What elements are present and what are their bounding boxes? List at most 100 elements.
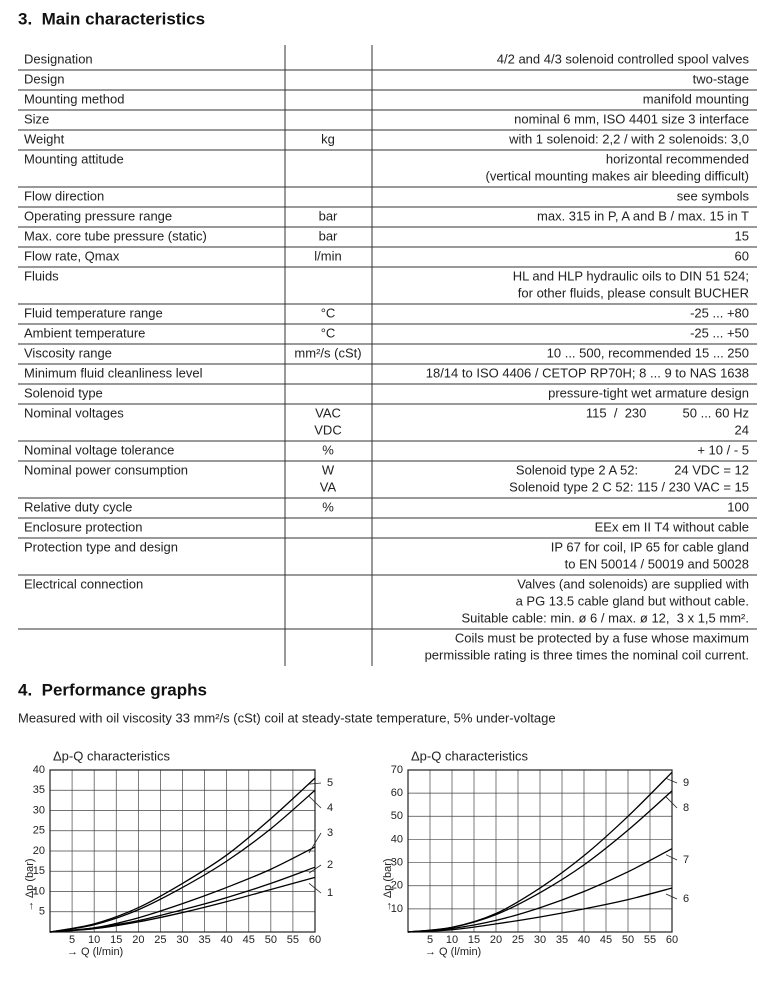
x-tick-label: 55 [644, 934, 656, 946]
row-value: Valves (and solenoids) are supplied with [517, 576, 749, 591]
row-label: Operating pressure range [24, 208, 172, 223]
curve [49, 846, 316, 933]
row-label: Nominal power consumption [24, 462, 188, 477]
y-tick-label: 70 [391, 764, 403, 776]
row-value: 18/14 to ISO 4406 / CETOP RP70H; 8 ... 9… [426, 365, 749, 380]
leader-line [308, 864, 322, 874]
leader-line [665, 796, 678, 809]
x-tick-label: 55 [287, 934, 299, 946]
row-label: Ambient temperature [24, 325, 145, 340]
row-label: Nominal voltages [24, 405, 124, 420]
y-tick-label: 40 [391, 833, 403, 845]
leader-line [665, 854, 678, 861]
chart-title: Δp-Q characteristics [411, 748, 529, 763]
x-tick-label: 5 [427, 934, 433, 946]
row-unit: VDC [314, 422, 341, 437]
curve [407, 771, 673, 933]
row-label: Protection type and design [24, 539, 178, 554]
leader-line [308, 883, 322, 894]
y-tick-label: 25 [33, 825, 45, 837]
row-unit: VA [320, 479, 337, 494]
row-value: permissible rating is three times the no… [425, 647, 749, 662]
row-value: + 10 / - 5 [697, 442, 749, 457]
x-tick-label: 35 [198, 934, 210, 946]
curve [49, 876, 316, 933]
x-tick-label: 45 [243, 934, 255, 946]
y-tick-label: 40 [33, 764, 45, 776]
x-axis-label: → Q (l/min) [67, 946, 123, 958]
plot-frame [407, 769, 673, 933]
y-tick-label: 30 [391, 856, 403, 868]
row-label: Flow direction [24, 188, 104, 203]
row-value: 15 [735, 228, 749, 243]
x-tick-label: 60 [666, 934, 678, 946]
curve-label: 6 [683, 893, 689, 905]
row-label: Mounting method [24, 91, 124, 106]
row-value: 115 / 230 50 ... 60 Hz [586, 405, 749, 420]
row-label: Solenoid type [24, 385, 103, 400]
row-value: for other fluids, please consult BUCHER [518, 285, 749, 300]
y-tick-label: 15 [33, 865, 45, 877]
x-tick-label: 20 [490, 934, 502, 946]
x-tick-label: 15 [468, 934, 480, 946]
y-tick-label: 35 [33, 784, 45, 796]
row-value: HL and HLP hydraulic oils to DIN 51 524; [513, 268, 749, 283]
x-tick-label: 5 [69, 934, 75, 946]
row-value: Suitable cable: min. ø 6 / max. ø 12, 3 … [461, 610, 749, 625]
row-unit: W [322, 462, 335, 477]
graph-note: Measured with oil viscosity 33 mm²/s (cS… [18, 710, 556, 725]
row-label: Designation [24, 51, 93, 66]
row-value: with 1 solenoid: 2,2 / with 2 solenoids:… [508, 131, 749, 146]
row-label: Relative duty cycle [24, 499, 132, 514]
y-axis-label: → Δp (bar) [24, 858, 36, 911]
row-unit: % [322, 499, 334, 514]
row-value: -25 ... +50 [690, 325, 749, 340]
row-value: two-stage [693, 71, 749, 86]
x-tick-label: 25 [154, 934, 166, 946]
x-tick-label: 50 [265, 934, 277, 946]
section-title: 4. Performance graphs [18, 680, 207, 699]
row-label: Max. core tube pressure (static) [24, 228, 207, 243]
x-tick-label: 40 [221, 934, 233, 946]
y-tick-label: 60 [391, 787, 403, 799]
row-unit: VAC [315, 405, 341, 420]
x-tick-label: 30 [534, 934, 546, 946]
row-label: Mounting attitude [24, 151, 124, 166]
curve-label: 4 [327, 802, 333, 814]
x-tick-label: 30 [176, 934, 188, 946]
x-tick-label: 10 [88, 934, 100, 946]
row-label: Weight [24, 131, 65, 146]
x-tick-label: 50 [622, 934, 634, 946]
y-tick-label: 10 [33, 885, 45, 897]
curve-label: 7 [683, 854, 689, 866]
curve [49, 789, 316, 933]
row-label: Fluids [24, 268, 59, 283]
y-tick-label: 30 [33, 804, 45, 816]
row-label: Viscosity range [24, 345, 112, 360]
row-unit: bar [319, 208, 338, 223]
row-label: Electrical connection [24, 576, 143, 591]
row-value: -25 ... +80 [690, 305, 749, 320]
y-tick-label: 20 [33, 845, 45, 857]
row-value: 100 [727, 499, 749, 514]
plot-frame [49, 769, 316, 933]
y-tick-label: 10 [391, 903, 403, 915]
x-tick-label: 20 [132, 934, 144, 946]
y-axis-label: → Δp (bar) [382, 858, 394, 911]
leader-line [665, 893, 678, 900]
row-unit: kg [321, 131, 335, 146]
row-value: Solenoid type 2 C 52: 115 / 230 VAC = 15 [509, 479, 749, 494]
row-value: see symbols [677, 188, 750, 203]
row-label: Enclosure protection [24, 519, 143, 534]
row-value: to EN 50014 / 50019 and 50028 [565, 556, 749, 571]
row-label: Fluid temperature range [24, 305, 163, 320]
curve-label: 1 [327, 887, 333, 899]
row-value: 4/2 and 4/3 solenoid controlled spool va… [497, 51, 750, 66]
curve [407, 848, 673, 933]
row-label: Flow rate, Qmax [24, 248, 120, 263]
x-axis-label: → Q (l/min) [425, 946, 481, 958]
row-label: Size [24, 111, 49, 126]
row-value: Coils must be protected by a fuse whose … [455, 630, 749, 645]
row-value: max. 315 in P, A and B / max. 15 in T [537, 208, 749, 223]
